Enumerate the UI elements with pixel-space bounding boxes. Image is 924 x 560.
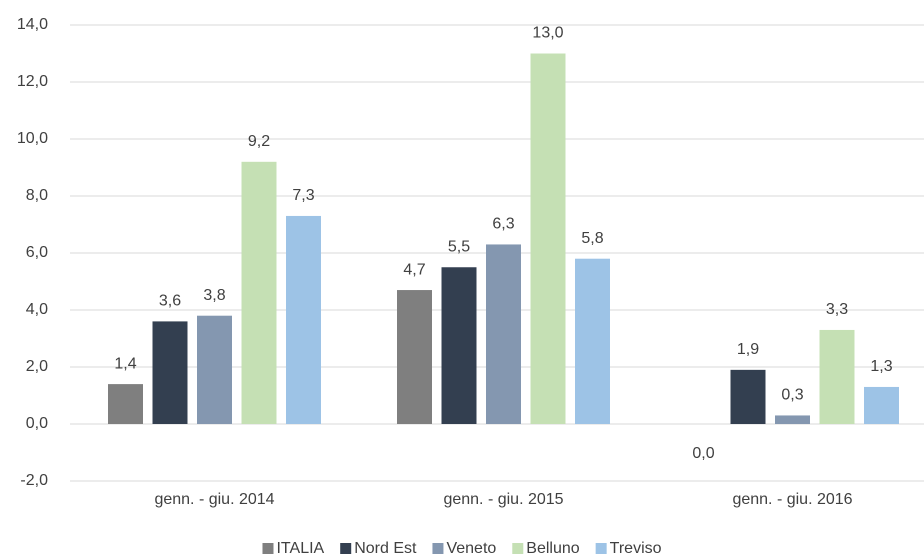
data-label: 1,4: [114, 355, 136, 372]
bar: [819, 329, 855, 424]
y-tick-label: 10,0: [17, 130, 48, 147]
bar: [575, 258, 610, 424]
legend-swatch: [512, 543, 524, 554]
data-label: 1,3: [870, 358, 892, 375]
y-tick-label: 0,0: [26, 415, 48, 432]
data-label: 13,0: [532, 25, 563, 42]
data-label: 5,5: [448, 238, 470, 255]
legend-label: Belluno: [526, 540, 579, 557]
y-tick-label: 4,0: [26, 301, 48, 318]
y-tick-label: -2,0: [20, 472, 48, 489]
data-label: 3,8: [203, 287, 225, 304]
y-tick-label: 8,0: [26, 187, 48, 204]
bar: [775, 415, 810, 424]
bar: [286, 215, 321, 424]
y-tick-label: 12,0: [17, 73, 48, 90]
bar: [397, 290, 432, 424]
legend-swatch: [595, 543, 607, 554]
y-tick-label: 14,0: [17, 16, 48, 33]
bar: [864, 386, 899, 424]
bar: [730, 369, 766, 424]
legend-label: Treviso: [610, 540, 662, 557]
data-label: 0,0: [692, 445, 714, 462]
bar: [108, 384, 143, 424]
x-tick-label: genn. - giu. 2014: [154, 491, 274, 508]
bar: [530, 53, 566, 424]
y-tick-label: 6,0: [26, 244, 48, 261]
legend-swatch: [262, 543, 274, 554]
bar: [197, 315, 232, 424]
bar: [241, 161, 277, 425]
y-tick-label: 2,0: [26, 358, 48, 375]
data-label: 1,9: [737, 341, 759, 358]
legend-label: Nord Est: [354, 540, 417, 557]
x-tick-label: genn. - giu. 2015: [443, 491, 563, 508]
data-label: 3,6: [159, 293, 181, 310]
data-label: 0,3: [781, 387, 803, 404]
legend-swatch: [432, 543, 444, 554]
data-label: 9,2: [248, 133, 270, 150]
bar: [486, 244, 521, 424]
data-label: 5,8: [581, 230, 603, 247]
bar: [152, 321, 188, 424]
data-label: 3,3: [826, 301, 848, 318]
x-tick-label: genn. - giu. 2016: [732, 491, 852, 508]
data-label: 6,3: [492, 216, 514, 233]
legend-label: Veneto: [446, 540, 496, 557]
bar: [441, 267, 477, 424]
legend-swatch: [340, 543, 352, 554]
data-label: 7,3: [292, 187, 314, 204]
data-label: 4,7: [403, 261, 425, 278]
legend-label: ITALIA: [276, 540, 324, 557]
